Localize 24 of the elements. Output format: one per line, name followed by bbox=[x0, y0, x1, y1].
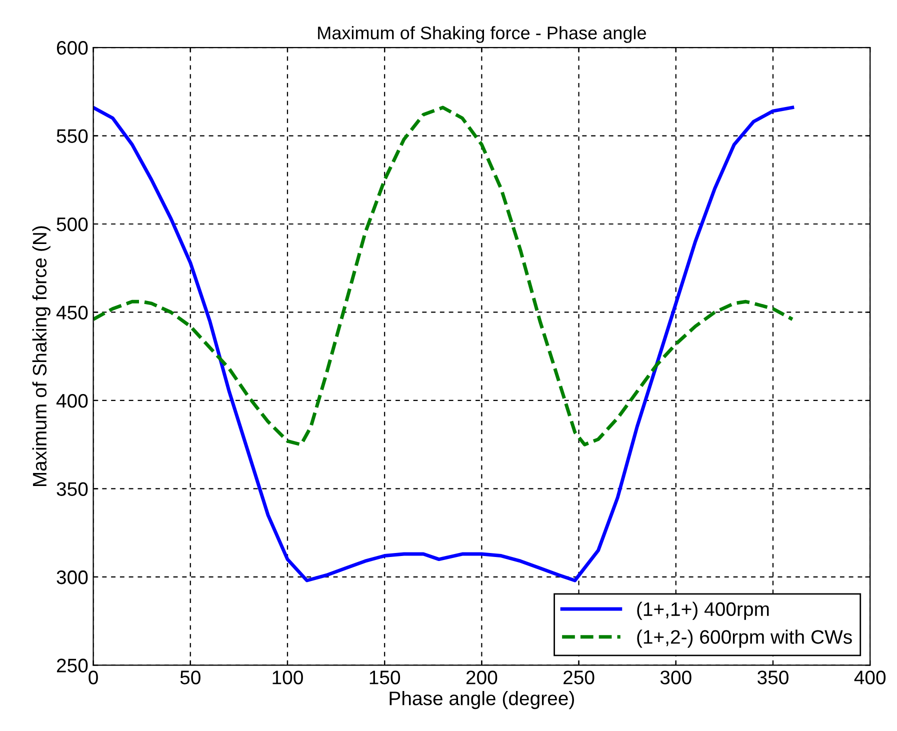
line-series bbox=[93, 106, 794, 446]
x-tick-label: 250 bbox=[564, 670, 594, 684]
x-tick-label: 200 bbox=[466, 670, 498, 684]
x-tick-label: 150 bbox=[370, 670, 400, 684]
line-series bbox=[93, 106, 794, 582]
y-tick-label: 500 bbox=[56, 217, 88, 232]
legend-label: (1+,1+) 400rpm bbox=[637, 602, 769, 620]
x-tick-label: 0 bbox=[88, 670, 98, 684]
y-tick-label: 350 bbox=[56, 482, 88, 496]
legend-label: (1+,2-) 600rpm with CWs bbox=[637, 630, 852, 648]
y-tick-label: 450 bbox=[56, 306, 88, 320]
chart-title: Maximum of Shaking force - Phase angle bbox=[318, 26, 646, 43]
y-tick-label: 600 bbox=[56, 40, 88, 55]
x-tick-label: 100 bbox=[272, 670, 303, 684]
y-axis-title: Maximum of Shaking force (N) bbox=[32, 226, 50, 486]
y-tick-label: 300 bbox=[56, 570, 88, 584]
x-tick-label: 400 bbox=[854, 670, 886, 684]
x-tick-label: 300 bbox=[660, 670, 692, 684]
y-tick-label: 550 bbox=[56, 129, 88, 143]
x-axis-title: Phase angle (degree) bbox=[390, 690, 574, 710]
x-tick-label: 350 bbox=[758, 670, 788, 684]
x-tick-label: 50 bbox=[180, 670, 200, 684]
y-tick-label: 400 bbox=[56, 394, 88, 408]
y-tick-label: 250 bbox=[56, 658, 88, 672]
